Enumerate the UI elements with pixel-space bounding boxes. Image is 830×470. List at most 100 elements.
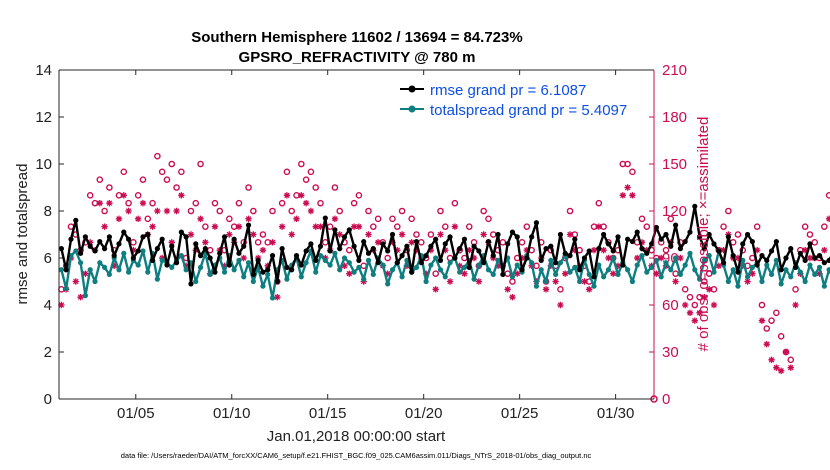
rmse-point xyxy=(399,253,405,259)
totalspread-point xyxy=(816,264,823,270)
obs-assimilated-point xyxy=(355,223,363,230)
obs-possible-point xyxy=(163,176,171,183)
rmse-point xyxy=(370,246,376,252)
rmse-point xyxy=(394,260,400,266)
obs-assimilated-series xyxy=(58,184,830,403)
rmse-point xyxy=(759,253,765,259)
rmse-point xyxy=(341,234,348,240)
legend-spread-marker xyxy=(408,105,416,113)
totalspread-point xyxy=(351,269,357,275)
obs-possible-point xyxy=(758,301,766,309)
rmse-point xyxy=(130,255,136,261)
rmse-point xyxy=(816,253,823,259)
rmse-point xyxy=(202,246,208,252)
rmse-point xyxy=(601,231,607,238)
rmse-point xyxy=(792,264,799,270)
obs-possible-point xyxy=(437,207,444,215)
rmse-point xyxy=(773,238,779,245)
obs-assimilated-point xyxy=(240,254,247,262)
rmse-point xyxy=(197,253,204,259)
obs-assimilated-point xyxy=(451,223,459,230)
rmse-point xyxy=(644,250,650,256)
totalspread-point xyxy=(101,264,108,270)
totalspread-point xyxy=(193,278,199,285)
rmse-point xyxy=(509,229,516,235)
totalspread-point xyxy=(313,269,319,275)
rmse-point xyxy=(658,236,664,242)
rmse-point xyxy=(581,255,588,261)
rmse-point xyxy=(716,248,722,254)
rmse-point xyxy=(226,262,232,268)
obs-possible-point xyxy=(96,176,104,183)
obs-possible-point xyxy=(154,152,161,160)
obs-assimilated-point xyxy=(638,239,646,246)
obs-assimilated-point xyxy=(125,207,132,215)
obs-assimilated-point xyxy=(283,192,291,199)
obs-assimilated-point xyxy=(250,231,257,238)
plot-area xyxy=(59,70,654,399)
rmse-point xyxy=(677,246,683,252)
obs-assimilated-point xyxy=(86,239,94,246)
rmse-point xyxy=(217,250,223,256)
rmse-point xyxy=(687,229,693,235)
totalspread-point xyxy=(629,278,636,285)
totalspread-point xyxy=(476,262,482,268)
totalspread-point xyxy=(768,271,775,278)
rmse-point xyxy=(159,236,165,242)
obs-assimilated-point xyxy=(475,278,483,285)
obs-assimilated-point xyxy=(134,215,142,223)
obs-possible-point xyxy=(408,215,415,223)
obs-possible-point xyxy=(393,223,401,230)
totalspread-point xyxy=(322,257,328,263)
obs-assimilated-point xyxy=(442,246,449,254)
obs-possible-point xyxy=(720,223,727,230)
rmse-point xyxy=(255,257,261,263)
obs-possible-point xyxy=(374,215,382,223)
totalspread-point xyxy=(457,269,463,275)
obs-assimilated-point xyxy=(163,207,171,215)
obs-possible-point xyxy=(350,199,358,207)
obs-assimilated-point xyxy=(806,254,814,262)
rmse-point xyxy=(471,243,477,249)
rmse-point xyxy=(327,248,333,254)
obs-assimilated-point xyxy=(422,270,430,277)
totalspread-point xyxy=(485,267,492,273)
obs-assimilated-point xyxy=(610,270,617,277)
obs-possible-point xyxy=(427,231,435,238)
obs-assimilated-point xyxy=(187,231,195,238)
totalspread-point xyxy=(591,283,597,289)
rmse-point xyxy=(629,238,636,245)
obs-assimilated-point xyxy=(446,278,454,285)
obs-assimilated-point xyxy=(686,309,694,317)
totalspread-point xyxy=(241,274,247,280)
obs-assimilated-point xyxy=(600,246,607,254)
totalspread-point xyxy=(596,262,602,268)
obs-assimilated-point xyxy=(182,262,190,270)
rmse-point xyxy=(572,236,578,242)
rmse-point xyxy=(250,271,256,278)
obs-assimilated-point xyxy=(389,239,396,246)
obs-assimilated-point xyxy=(168,239,175,246)
obs-possible-point xyxy=(307,168,315,176)
totalspread-point xyxy=(92,278,98,285)
rmse-point xyxy=(591,274,597,280)
rmse-point xyxy=(423,253,429,259)
obs-assimilated-point xyxy=(350,223,358,230)
rmse-point xyxy=(457,246,463,252)
rmse-point xyxy=(121,229,127,235)
totalspread-point xyxy=(514,262,520,268)
rmse-point xyxy=(289,267,295,273)
obs-possible-point xyxy=(346,246,353,254)
obs-assimilated-point xyxy=(259,246,267,254)
rmse-point xyxy=(279,246,285,252)
obs-assimilated-point xyxy=(691,317,698,324)
totalspread-point xyxy=(140,248,146,254)
obs-assimilated-point xyxy=(211,223,219,230)
rmse-point xyxy=(82,234,88,240)
obs-assimilated-point xyxy=(480,231,487,238)
totalspread-point xyxy=(749,264,755,270)
x-axis-label: Jan.01,2018 00:00:00 start xyxy=(267,428,446,445)
rmse-point xyxy=(706,231,712,238)
rmse-point xyxy=(485,238,492,245)
y-right-tick-label: 150 xyxy=(662,156,687,173)
